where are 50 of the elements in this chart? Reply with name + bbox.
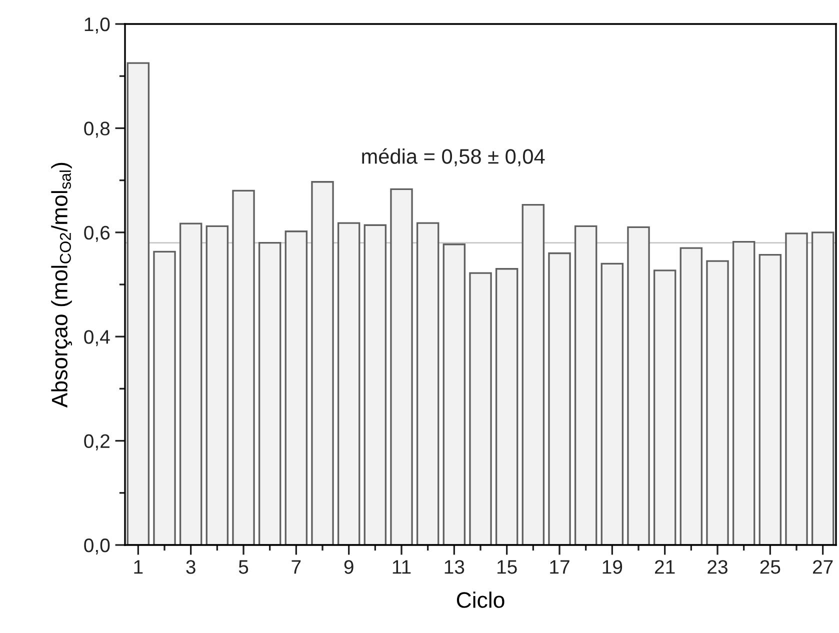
bar [522, 204, 545, 545]
bar [337, 222, 360, 545]
x-tick-label: 19 [602, 560, 622, 574]
bar [311, 181, 334, 545]
y-tick-label: 0,4 [84, 330, 110, 346]
y-tick-label: 0,2 [84, 434, 110, 450]
x-tick-label: 17 [550, 560, 570, 574]
bar [495, 268, 518, 545]
x-tick-label: 3 [186, 560, 196, 574]
bar [653, 270, 676, 545]
x-tick-label: 23 [708, 560, 728, 574]
bar [600, 262, 624, 545]
x-tick-label: 21 [655, 560, 675, 574]
bar [258, 242, 282, 545]
bar [469, 272, 492, 545]
bar [785, 232, 808, 545]
annotation: média = 0,58 ± 0,04 [362, 148, 545, 166]
bar [548, 252, 571, 545]
bar [442, 244, 466, 545]
x-tick-label: 25 [760, 560, 780, 574]
x-tick-label: 1 [134, 560, 143, 574]
bar [153, 250, 176, 545]
y-tick-label: 0,8 [84, 122, 110, 138]
y-tick-label: 0,6 [84, 226, 110, 242]
bar [758, 254, 782, 545]
bar [390, 188, 413, 545]
x-axis-title: Ciclo [456, 592, 504, 608]
y-tick-label: 1,0 [84, 17, 110, 34]
bar [206, 225, 229, 545]
bar [416, 222, 440, 545]
y-tick-label: 0,0 [84, 538, 110, 555]
bar [364, 224, 387, 545]
x-tick-label: 27 [813, 560, 833, 574]
x-tick-label: 15 [498, 560, 517, 574]
x-tick-label: 13 [444, 560, 464, 574]
bar [811, 232, 834, 545]
bar [627, 226, 650, 545]
bar [284, 230, 308, 545]
y-axis-title: Absorçao (mol$_{CO2}$/mol$_{sal}$) [51, 162, 72, 408]
bar [179, 222, 202, 545]
bar [680, 247, 703, 545]
bar [126, 62, 150, 545]
x-tick-label: 5 [238, 560, 248, 574]
x-tick-label: 11 [392, 560, 411, 574]
x-tick-label: 7 [292, 560, 301, 574]
bar [574, 225, 598, 545]
x-tick-label: 9 [344, 560, 354, 574]
bar [706, 260, 729, 545]
bar [732, 240, 756, 545]
bar [232, 190, 255, 545]
